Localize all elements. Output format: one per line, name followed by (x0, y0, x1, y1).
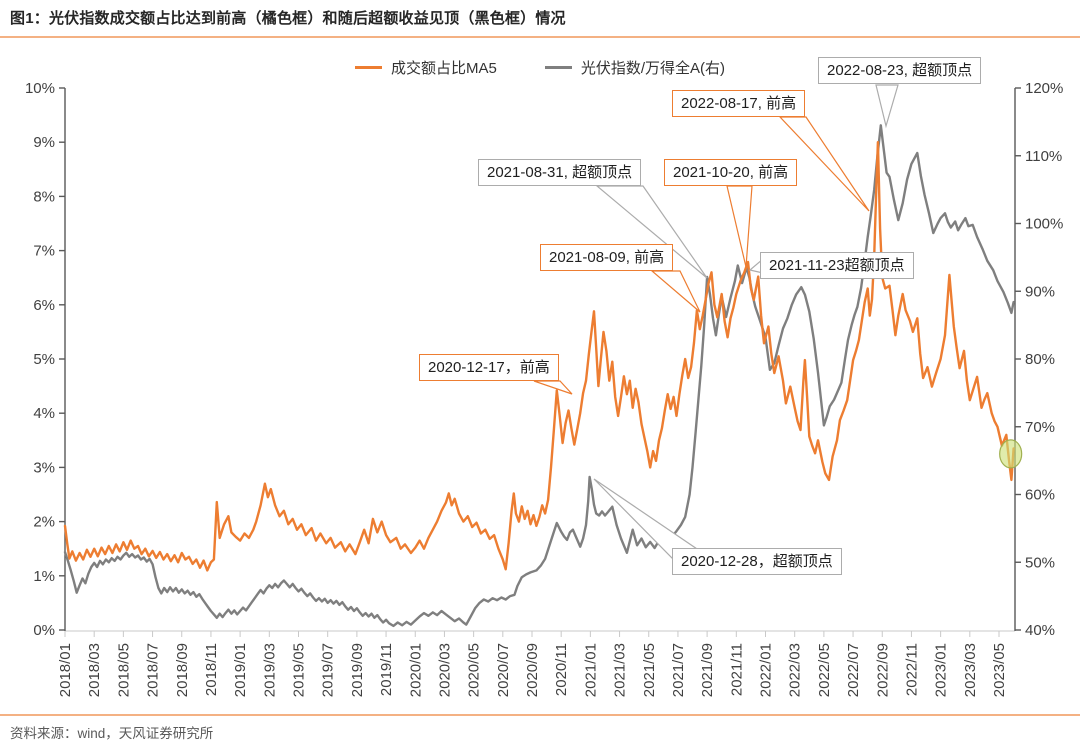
x-axis-tick-label: 2018/03 (86, 643, 103, 697)
annotation-callout-prior-high: 2020-12-17，前高 (419, 354, 559, 381)
annotation-callout-prior-high: 2022-08-17, 前高 (672, 90, 806, 117)
callout-tail-black (875, 84, 899, 129)
legend-item-pv-index-ratio: 光伏指数/万得全A(右) (544, 57, 725, 78)
annotation-callout-prior-high: 2021-10-20, 前高 (664, 159, 798, 186)
green-highlight-marker (999, 439, 1023, 469)
left-y-axis-tick-label: 7% (33, 243, 55, 260)
callout-tail-orange (726, 185, 753, 268)
callout-tail-orange (778, 116, 870, 212)
left-y-axis-tick-label: 8% (33, 188, 55, 205)
x-axis-tick-label: 2018/11 (203, 643, 220, 696)
pv-index-ratio-line (63, 124, 1015, 628)
x-axis-tick-label: 2018/07 (145, 643, 162, 697)
figure-title: 图1：光伏指数成交额占比达到前高（橘色框）和随后超额收益见顶（黑色框）情况 (10, 10, 566, 27)
x-axis-tick-label: 2020/07 (495, 643, 512, 697)
legend-item-turnover-share: 成交额占比MA5 (354, 57, 497, 78)
right-y-axis-tick-label: 120% (1025, 80, 1063, 97)
right-y-axis-tick-label: 40% (1025, 622, 1055, 639)
right-y-axis-tick-label: 100% (1025, 216, 1063, 233)
annotation-callout-excess-return-top: 2021-11-23超额顶点 (760, 252, 914, 279)
x-axis-tick-label: 2020/09 (524, 643, 541, 697)
x-axis-tick-label: 2021/09 (699, 643, 716, 697)
x-axis-tick-label: 2020/11 (553, 643, 570, 696)
x-axis-tick-label: 2020/01 (407, 643, 424, 697)
x-axis-tick-label: 2021/03 (612, 643, 629, 697)
left-y-axis-tick-label: 9% (33, 134, 55, 151)
x-axis-tick-label: 2022/11 (903, 643, 920, 696)
right-y-axis-tick-label: 80% (1025, 351, 1055, 368)
left-y-axis-tick-label: 0% (33, 622, 55, 639)
x-axis-tick-label: 2019/07 (320, 643, 337, 697)
left-y-axis-tick-label: 4% (33, 405, 55, 422)
callout-tail-black (595, 185, 708, 279)
callout-tail-orange (533, 380, 573, 395)
x-axis-tick-label: 2018/09 (174, 643, 191, 697)
right-y-axis-tick-label: 110% (1025, 148, 1062, 165)
x-axis-tick-label: 2020/03 (436, 643, 453, 697)
legend-label: 成交额占比MA5 (390, 60, 497, 77)
right-y-axis-tick-label: 70% (1025, 419, 1055, 436)
right-y-axis-tick-label: 90% (1025, 283, 1055, 300)
x-axis-tick-label: 2022/05 (816, 643, 833, 697)
right-y-axis-tick-label: 50% (1025, 554, 1055, 571)
x-axis-tick-label: 2018/01 (57, 643, 74, 697)
annotation-callout-excess-return-top: 2022-08-23, 超额顶点 (818, 57, 982, 84)
chart-legend: 成交额占比MA5 光伏指数/万得全A(右) (0, 57, 1080, 78)
annotation-callout-excess-return-top: 2020-12-28，超额顶点 (672, 548, 842, 575)
left-y-axis-tick-label: 6% (33, 297, 55, 314)
x-axis-tick-label: 2023/01 (933, 643, 950, 697)
x-axis-tick-label: 2022/01 (758, 643, 775, 697)
data-source-note: 资料来源：wind，天风证券研究所 (10, 726, 214, 741)
title-divider-rule (0, 36, 1080, 38)
left-y-axis-tick-label: 1% (33, 568, 55, 585)
x-axis-tick-label: 2021/07 (670, 643, 687, 697)
x-axis-tick-label: 2021/05 (641, 643, 658, 697)
x-axis-tick-label: 2020/05 (466, 643, 483, 697)
left-y-axis-tick-label: 3% (33, 459, 55, 476)
annotation-callout-prior-high: 2021-08-09, 前高 (540, 244, 674, 271)
x-axis-tick-label: 2021/01 (582, 643, 599, 697)
x-axis-tick-label: 2023/05 (991, 643, 1008, 697)
left-y-axis-tick-label: 2% (33, 514, 55, 531)
right-y-axis-tick-label: 60% (1025, 487, 1055, 504)
x-axis-tick-label: 2019/11 (378, 643, 395, 696)
x-axis-tick-label: 2019/01 (232, 643, 249, 697)
left-y-axis-tick-label: 5% (33, 351, 55, 368)
legend-label: 光伏指数/万得全A(右) (580, 60, 725, 77)
x-axis-tick-label: 2022/03 (787, 643, 804, 697)
turnover-share-ma5-line (63, 140, 1015, 572)
gray-line-swatch (544, 66, 572, 69)
annotation-callout-excess-return-top: 2021-08-31, 超额顶点 (478, 159, 642, 186)
x-axis-tick-label: 2018/05 (115, 643, 132, 697)
x-axis-tick-label: 2019/09 (349, 643, 366, 697)
x-axis-tick-label: 2022/07 (845, 643, 862, 697)
left-y-axis-tick-label: 10% (25, 80, 55, 97)
x-axis-tick-label: 2021/11 (728, 643, 745, 696)
x-axis-tick-label: 2019/03 (261, 643, 278, 697)
footer-divider-rule (0, 714, 1080, 716)
x-axis-tick-label: 2023/03 (962, 643, 979, 697)
x-axis-tick-label: 2022/09 (874, 643, 891, 697)
callout-tail-orange (650, 270, 701, 313)
orange-line-swatch (354, 66, 382, 69)
x-axis-tick-label: 2019/05 (291, 643, 308, 697)
